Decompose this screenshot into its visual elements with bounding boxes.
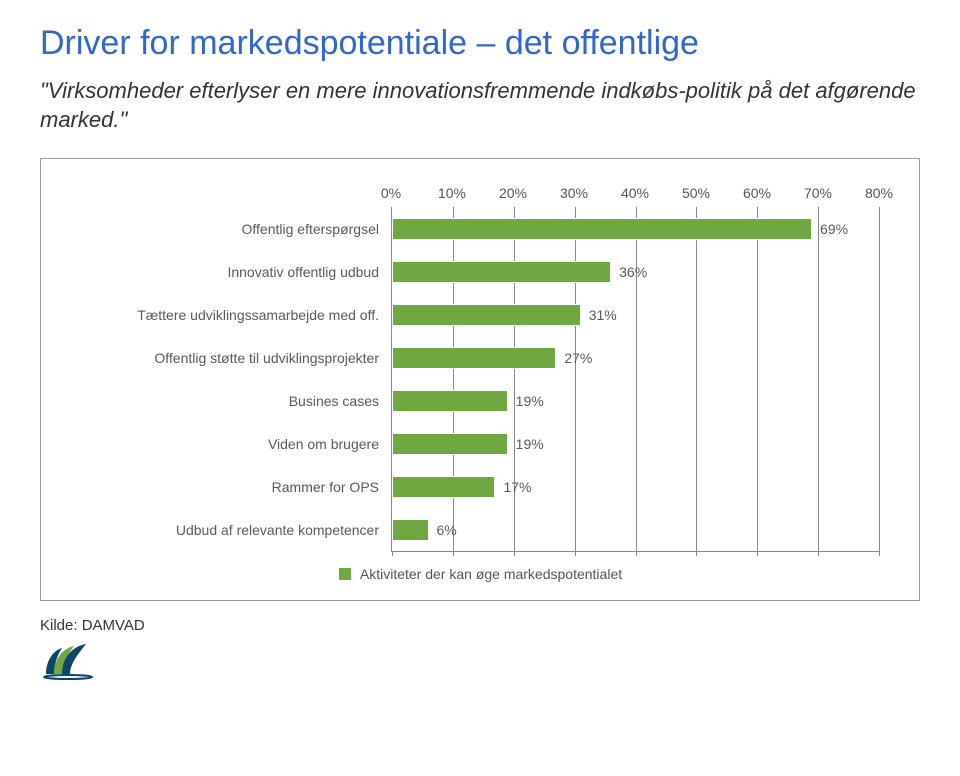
x-tick-label: 0% — [381, 185, 401, 201]
bar-row: 36% — [392, 250, 879, 293]
bar — [392, 476, 495, 498]
x-tick-label: 40% — [621, 185, 649, 201]
category-label: Busines cases — [81, 379, 391, 422]
bar-value-label: 27% — [564, 350, 592, 366]
legend-swatch — [338, 567, 352, 581]
category-label: Udbud af relevante kompetencer — [81, 508, 391, 551]
bar — [392, 347, 556, 369]
bar — [392, 390, 508, 412]
bar-row: 17% — [392, 465, 879, 508]
source-label: Kilde: DAMVAD — [40, 617, 920, 634]
bar-value-label: 19% — [516, 393, 544, 409]
category-label: Offentlig støtte til udviklingsprojekter — [81, 336, 391, 379]
bar — [392, 304, 581, 326]
chart-category-labels: Offentlig efterspørgselInnovativ offentl… — [81, 185, 391, 552]
bar — [392, 519, 429, 541]
chart-legend: Aktiviteter der kan øge markedspotential… — [81, 566, 879, 582]
bar-row: 19% — [392, 379, 879, 422]
chart-container: Offentlig efterspørgselInnovativ offentl… — [40, 158, 920, 601]
category-label: Offentlig efterspørgsel — [81, 207, 391, 250]
bar-value-label: 6% — [437, 522, 457, 538]
bar — [392, 218, 812, 240]
nho-logo — [40, 640, 920, 687]
x-tick-label: 80% — [865, 185, 893, 201]
category-label: Rammer for OPS — [81, 465, 391, 508]
x-tick-label: 70% — [804, 185, 832, 201]
bar-row: 19% — [392, 422, 879, 465]
bar — [392, 261, 611, 283]
bar-row: 69% — [392, 207, 879, 250]
x-tick-label: 60% — [743, 185, 771, 201]
bar — [392, 433, 508, 455]
bar-row: 6% — [392, 508, 879, 551]
bar-value-label: 17% — [503, 479, 531, 495]
category-label: Viden om brugere — [81, 422, 391, 465]
bar-row: 31% — [392, 293, 879, 336]
subtitle: "Virksomheder efterlyser en mere innovat… — [40, 77, 920, 134]
category-label: Tættere udviklingssamarbejde med off. — [81, 293, 391, 336]
x-tick-label: 30% — [560, 185, 588, 201]
bar-value-label: 69% — [820, 221, 848, 237]
bar-value-label: 36% — [619, 264, 647, 280]
legend-label: Aktiviteter der kan øge markedspotential… — [360, 566, 622, 582]
x-tick-label: 20% — [499, 185, 527, 201]
x-tick-label: 50% — [682, 185, 710, 201]
bar-value-label: 31% — [589, 307, 617, 323]
x-tick-label: 10% — [438, 185, 466, 201]
category-label: Innovativ offentlig udbud — [81, 250, 391, 293]
bar-value-label: 19% — [516, 436, 544, 452]
chart-x-ticks: 0%10%20%30%40%50%60%70%80% — [391, 185, 879, 207]
bar-row: 27% — [392, 336, 879, 379]
chart-plot-area: 69% 36% 31% 27% 19% 19% 17% 6% — [391, 207, 879, 552]
page-title: Driver for markedspotentiale – det offen… — [40, 24, 920, 63]
